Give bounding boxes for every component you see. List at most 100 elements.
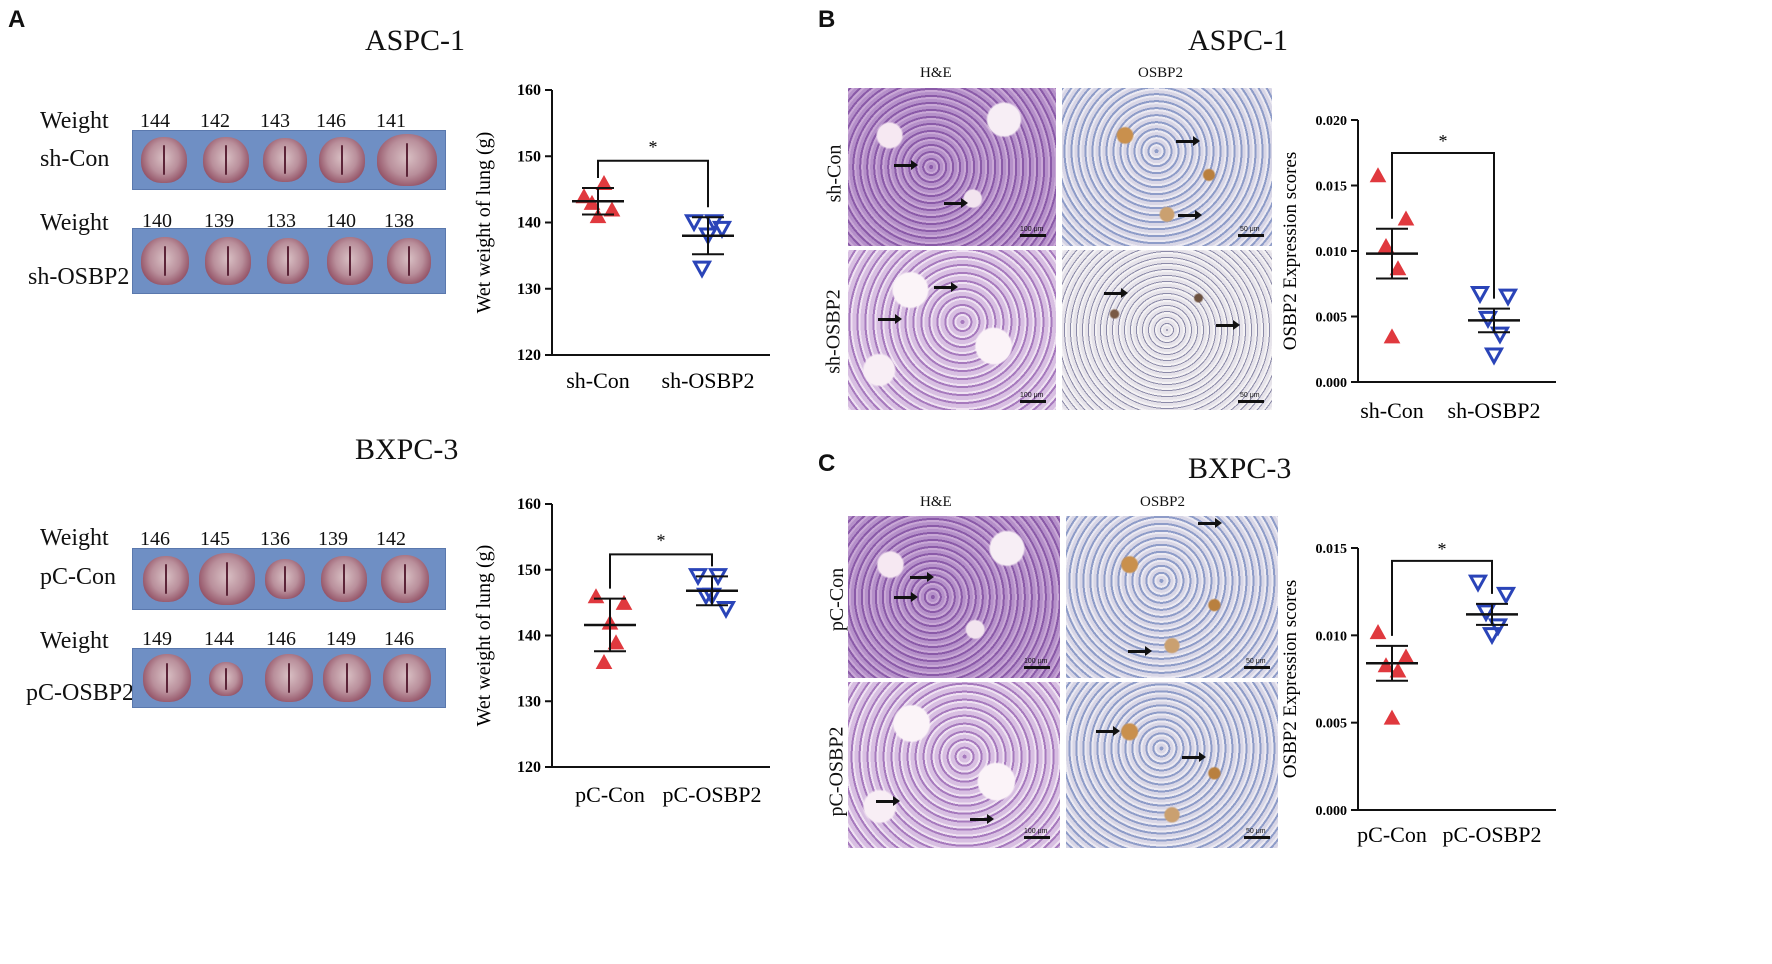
- data-point: [1497, 288, 1519, 307]
- data-point: [1383, 709, 1401, 725]
- weight-value: 146: [316, 110, 346, 132]
- y-tick-label: 0.010: [1316, 245, 1348, 260]
- arrow-marker: [1182, 752, 1206, 762]
- scale-bar: [1020, 400, 1046, 403]
- x-category-label: sh-Con: [1360, 398, 1424, 423]
- panel-b-title: ASPC-1: [1188, 24, 1289, 57]
- significance-bracket: [1391, 152, 1495, 299]
- chart-a-bottom-lung-weight: 120 130 140 150 160 Wet weight of lung (g) pC-…: [473, 496, 770, 807]
- arrow-marker: [894, 160, 918, 170]
- data-point: [615, 594, 633, 610]
- panel-a-top-row2-label: sh-OSBP2: [28, 264, 130, 290]
- y-tick-label: 0.005: [1316, 311, 1348, 326]
- data-point: [683, 214, 705, 233]
- arrow-marker: [1198, 518, 1222, 528]
- data-point: [595, 654, 613, 670]
- lung-image: [203, 137, 249, 183]
- panel-letter-b: B: [818, 6, 836, 33]
- weight-value: 139: [318, 528, 348, 550]
- weight-value: 144: [140, 110, 170, 132]
- chart-b-expression-scores: 0.000 0.005 0.010 0.015 0.020 OSBP2 Expressio…: [1280, 114, 1556, 423]
- weight-value: 140: [326, 210, 356, 232]
- panel-c-title: BXPC-3: [1188, 452, 1292, 485]
- weight-value: 140: [142, 210, 172, 232]
- lung-image: [387, 238, 431, 284]
- significance-star: *: [649, 137, 658, 157]
- y-tick-label: 0.000: [1316, 376, 1348, 391]
- scale-bar-label: 50 μm: [1240, 392, 1260, 399]
- data-point: [589, 208, 607, 224]
- arrow-marker: [934, 282, 958, 292]
- data-point: [1481, 627, 1503, 646]
- histology-he-pc-osbp2: 100 μm: [848, 682, 1060, 848]
- lung-image: [141, 237, 189, 285]
- data-point: [715, 600, 737, 620]
- data-point: [1467, 574, 1489, 593]
- lung-image: [321, 556, 367, 602]
- data-point: [603, 201, 621, 217]
- data-point: [575, 188, 593, 204]
- lung-image: [383, 654, 431, 702]
- panel-a-bottom-weight-label-2: Weight: [40, 628, 109, 654]
- x-category-label: pC-Con: [1357, 822, 1427, 847]
- significance-bracket: [1391, 559, 1493, 636]
- significance-star: *: [1439, 131, 1448, 151]
- panel-a-top-weights-row2: 140 139 133 140 138: [132, 210, 452, 232]
- weight-value: 144: [204, 628, 234, 650]
- x-category-label: sh-OSBP2: [1448, 398, 1541, 423]
- histology-osbp2-pc-con: 50 μm: [1066, 516, 1278, 678]
- data-point: [1389, 662, 1407, 678]
- lung-photo-strip-pc-osbp2: [132, 648, 446, 708]
- scale-bar-label: 50 μm: [1240, 226, 1260, 233]
- lung-image: [323, 654, 371, 702]
- weight-value: 136: [260, 528, 290, 550]
- y-axis-label: Wet weight of lung (g): [473, 132, 495, 314]
- data-point: [1487, 618, 1509, 637]
- panel-a-bottom-weights-row2: 149 144 146 149 146: [132, 628, 452, 650]
- histology-he-sh-con: 100 μm: [848, 88, 1056, 246]
- panel-b-row2-label: sh-OSBP2: [822, 289, 845, 374]
- data-point: [1469, 285, 1491, 305]
- weight-value: 146: [384, 628, 414, 650]
- lung-photo-strip-sh-con: [132, 130, 446, 190]
- arrow-marker: [1176, 136, 1200, 146]
- data-point: [583, 194, 601, 210]
- scale-bar-label: 100 μm: [1024, 828, 1048, 835]
- scale-bar-label: 100 μm: [1024, 658, 1048, 665]
- histology-osbp2-sh-con: 50 μm: [1062, 88, 1272, 246]
- data-point: [1369, 167, 1387, 183]
- x-category-label: pC-OSBP2: [662, 782, 761, 807]
- scale-bar: [1238, 234, 1264, 237]
- lung-image: [205, 237, 251, 285]
- y-tick-label: 160: [517, 496, 541, 513]
- panel-c-col-he: H&E: [920, 494, 952, 510]
- lung-image: [377, 134, 437, 186]
- significance-bracket: [609, 553, 713, 589]
- scale-bar-label: 100 μm: [1020, 226, 1044, 233]
- y-tick-label: 150: [517, 148, 541, 165]
- data-point: [1495, 586, 1517, 605]
- lung-image: [381, 555, 429, 603]
- arrow-marker: [944, 198, 968, 208]
- arrow-marker: [1178, 210, 1202, 220]
- lung-image: [141, 137, 187, 183]
- arrow-marker: [1128, 646, 1152, 656]
- panel-a-top-title: ASPC-1: [365, 24, 466, 57]
- arrow-marker: [1216, 320, 1240, 330]
- data-point: [607, 634, 625, 650]
- panel-a-bottom-row1-label: pC-Con: [40, 564, 117, 590]
- y-tick-label: 0.000: [1316, 804, 1348, 819]
- histology-osbp2-pc-osbp2: 50 μm: [1066, 682, 1278, 848]
- histology-he-pc-con: 100 μm: [848, 516, 1060, 678]
- data-point: [595, 174, 613, 190]
- data-point: [1397, 648, 1415, 664]
- panel-b-col-osbp2: OSBP2: [1138, 65, 1184, 81]
- panel-c-col-osbp2: OSBP2: [1140, 494, 1186, 510]
- weight-value: 149: [142, 628, 172, 650]
- panel-b-row1-label: sh-Con: [823, 144, 846, 203]
- weight-value: 145: [200, 528, 230, 550]
- panel-letter-a: A: [8, 6, 26, 33]
- significance-star: *: [1438, 539, 1447, 559]
- data-point: [691, 260, 713, 279]
- scale-bar: [1244, 666, 1270, 669]
